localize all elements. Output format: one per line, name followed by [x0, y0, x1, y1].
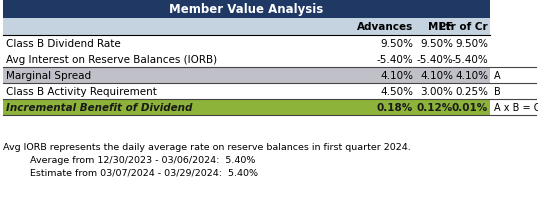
Text: -5.40%: -5.40%: [416, 55, 453, 65]
Bar: [3, 84, 490, 100]
Text: 4.10%: 4.10%: [455, 71, 488, 81]
Bar: [3, 52, 490, 68]
Text: 0.12%: 0.12%: [417, 102, 453, 112]
Text: 0.18%: 0.18%: [377, 102, 413, 112]
Text: Incremental Benefit of Dividend: Incremental Benefit of Dividend: [6, 102, 193, 112]
Text: 4.10%: 4.10%: [380, 71, 413, 81]
Text: Advances: Advances: [357, 22, 413, 32]
Bar: [3, 36, 490, 52]
Text: Avg IORB represents the daily average rate on reserve balances in first quarter : Avg IORB represents the daily average ra…: [3, 142, 410, 151]
Text: -5.40%: -5.40%: [376, 55, 413, 65]
Bar: [3, 68, 490, 84]
Text: 9.50%: 9.50%: [380, 39, 413, 49]
Text: MPF: MPF: [428, 22, 453, 32]
Text: 0.25%: 0.25%: [455, 86, 488, 96]
Text: Class B Dividend Rate: Class B Dividend Rate: [6, 39, 121, 49]
Text: Member Value Analysis: Member Value Analysis: [169, 3, 324, 16]
Text: 3.00%: 3.00%: [420, 86, 453, 96]
Text: Average from 12/30/2023 - 03/06/2024:  5.40%: Average from 12/30/2023 - 03/06/2024: 5.…: [21, 155, 256, 164]
Bar: [3, 100, 490, 115]
Text: 4.10%: 4.10%: [420, 71, 453, 81]
Text: Estimate from 03/07/2024 - 03/29/2024:  5.40%: Estimate from 03/07/2024 - 03/29/2024: 5…: [21, 168, 258, 177]
Text: A x B = C: A x B = C: [494, 102, 538, 112]
Text: Ltr of Cr: Ltr of Cr: [440, 22, 488, 32]
Text: A: A: [494, 71, 501, 81]
Text: Avg Interest on Reserve Balances (IORB): Avg Interest on Reserve Balances (IORB): [6, 55, 217, 65]
Text: 4.50%: 4.50%: [380, 86, 413, 96]
Text: -5.40%: -5.40%: [451, 55, 488, 65]
Text: 9.50%: 9.50%: [420, 39, 453, 49]
Text: 9.50%: 9.50%: [455, 39, 488, 49]
Text: Marginal Spread: Marginal Spread: [6, 71, 91, 81]
Bar: [3, 1, 490, 19]
Text: Class B Activity Requirement: Class B Activity Requirement: [6, 86, 157, 96]
Bar: [3, 19, 490, 36]
Text: 0.01%: 0.01%: [452, 102, 488, 112]
Text: B: B: [494, 86, 501, 96]
